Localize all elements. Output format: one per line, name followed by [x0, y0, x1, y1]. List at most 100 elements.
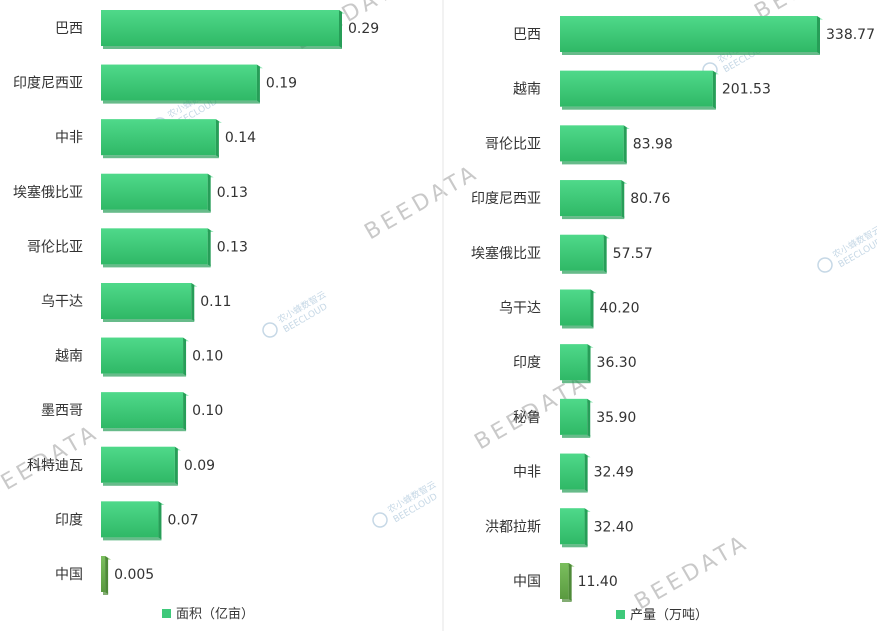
bar-bottom [562, 216, 625, 220]
bar-bottom [103, 155, 219, 159]
category-label: 越南 [55, 349, 83, 365]
value-label: 11.40 [578, 574, 618, 590]
value-label: 0.07 [167, 512, 198, 528]
bar-side [587, 344, 591, 383]
bar-side [568, 563, 572, 601]
category-label: 印度 [513, 355, 541, 371]
bar-bottom [562, 106, 716, 110]
category-label: 中国 [513, 574, 541, 590]
bee-icon [262, 322, 278, 338]
bar-side [584, 453, 588, 492]
category-label: 洪都拉斯 [485, 519, 541, 535]
bar-side [817, 16, 820, 54]
bar [560, 234, 610, 274]
bar-side [105, 556, 109, 594]
bar-side [256, 64, 260, 103]
value-label: 201.53 [722, 82, 771, 98]
bar-front [560, 289, 591, 326]
bar [101, 173, 214, 213]
bar [560, 125, 630, 165]
value-label: 0.10 [192, 349, 223, 365]
category-label: 中非 [513, 465, 541, 481]
bar [560, 453, 591, 493]
bar-side [158, 501, 162, 540]
category-label: 乌干达 [499, 301, 541, 317]
bar-side [174, 446, 178, 485]
bar-side [623, 125, 627, 164]
category-label: 哥伦比亚 [27, 239, 83, 255]
category-label: 科特迪瓦 [27, 458, 83, 474]
category-label: 印度 [55, 512, 83, 528]
bar-front [560, 70, 713, 107]
legend-swatch [616, 610, 625, 619]
bar-bottom [562, 380, 591, 384]
category-label: 巴西 [513, 27, 541, 43]
bar-front [101, 392, 184, 429]
bar [101, 501, 165, 541]
value-label: 35.90 [596, 410, 636, 426]
category-label: 中国 [55, 567, 83, 583]
bar-bottom [562, 489, 588, 493]
bee-icon [817, 257, 833, 273]
bar-front [560, 344, 588, 381]
bar-front [560, 453, 585, 490]
value-label: 0.13 [217, 239, 248, 255]
bar-side [183, 337, 187, 376]
bar-side [183, 392, 187, 431]
bar-front [101, 501, 159, 538]
bar-side [207, 173, 211, 212]
bar-bottom [562, 599, 572, 602]
bar-front [101, 337, 184, 374]
category-label: 中非 [55, 130, 83, 146]
bar-front [560, 16, 817, 52]
category-label: 印度尼西亚 [471, 191, 541, 207]
bar-bottom [103, 373, 187, 377]
bar-bottom [103, 209, 211, 213]
value-label: 83.98 [633, 136, 673, 152]
category-label: 哥伦比亚 [485, 136, 541, 152]
bar-side [587, 398, 591, 437]
value-label: 0.14 [225, 130, 256, 146]
bar [560, 70, 719, 110]
bar-front [560, 398, 588, 435]
bar-front [101, 10, 339, 46]
bar [101, 228, 214, 268]
bar-front [560, 125, 624, 162]
bar-side [584, 508, 588, 547]
bar-bottom [562, 325, 594, 329]
value-label: 0.10 [192, 403, 223, 419]
value-label: 0.09 [184, 458, 215, 474]
bar-side [339, 10, 342, 48]
category-label: 巴西 [55, 21, 83, 37]
bar-front [101, 64, 257, 101]
value-label: 36.30 [597, 355, 637, 371]
bar-front [101, 556, 106, 592]
category-label: 越南 [513, 82, 541, 98]
bar [560, 508, 591, 548]
watermark-text: BEEDATA [361, 160, 484, 245]
production-chart: 巴西 338.77 越南 201.53 哥伦比亚 83.98 印度尼西亚 80.76 埃塞俄比亚… [471, 16, 875, 623]
legend-swatch [162, 609, 171, 618]
bar-bottom [103, 319, 195, 322]
watermark-text: BEEDATA [631, 530, 754, 615]
category-label: 印度尼西亚 [13, 76, 83, 92]
bar [560, 180, 628, 220]
bar-front [101, 283, 192, 319]
bar-bottom [562, 270, 607, 274]
bar-bottom [562, 544, 588, 548]
value-label: 32.49 [594, 465, 634, 481]
bar-front [560, 234, 604, 271]
bar [560, 289, 597, 329]
bar [101, 337, 190, 377]
value-label: 0.29 [348, 21, 379, 37]
bar-bottom [562, 161, 627, 165]
bar-bottom [103, 100, 260, 104]
bar-bottom [562, 52, 820, 55]
bar [101, 119, 222, 159]
bar-bottom [103, 592, 109, 595]
value-label: 338.77 [826, 27, 875, 43]
legend-label: 产量（万吨） [630, 608, 708, 623]
bar-bottom [103, 428, 187, 432]
